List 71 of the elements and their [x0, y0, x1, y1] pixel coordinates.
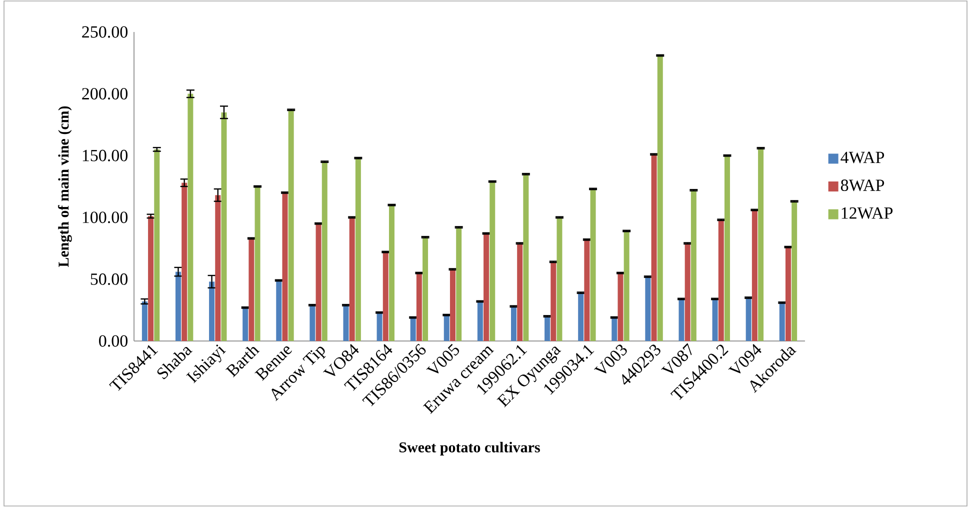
bar: [550, 262, 556, 341]
bar: [645, 276, 651, 341]
bar: [343, 305, 349, 341]
bar: [523, 174, 529, 341]
bar: [556, 217, 562, 341]
bar: [310, 305, 316, 341]
legend-label: 8WAP: [840, 180, 884, 192]
y-tick-label: 200.00: [82, 88, 128, 100]
bar: [242, 308, 248, 341]
bar: [746, 298, 752, 341]
y-tick-label: 0.00: [99, 335, 128, 347]
bar: [724, 156, 730, 341]
bar: [758, 148, 764, 341]
bar: [188, 94, 194, 341]
bar: [221, 112, 227, 341]
bar: [316, 224, 322, 341]
bar: [416, 273, 422, 341]
bar: [182, 182, 188, 341]
bar: [215, 195, 221, 341]
bar: [444, 315, 450, 341]
bar: [590, 188, 596, 341]
bar: [477, 301, 483, 341]
bar: [718, 220, 724, 341]
bar: [517, 243, 523, 341]
bar: [544, 316, 550, 341]
bar: [288, 110, 294, 341]
bar: [282, 192, 288, 341]
bar: [618, 273, 624, 341]
x-axis-title: Sweet potato cultivars: [399, 442, 540, 456]
bar: [142, 301, 148, 341]
bar: [752, 210, 758, 341]
bar: [355, 158, 361, 341]
bar: [779, 302, 785, 341]
bar: [490, 182, 496, 341]
y-axis-title: Length of main vine (cm): [58, 106, 72, 268]
bar: [376, 312, 382, 341]
bar: [154, 149, 160, 341]
bar: [148, 216, 154, 341]
y-tick-label: 50.00: [90, 273, 128, 285]
bar: [456, 227, 462, 341]
bar: [349, 217, 355, 341]
bar: [382, 252, 388, 341]
bar: [584, 240, 590, 341]
bar: [624, 230, 630, 341]
bar: [690, 190, 696, 341]
bar: [712, 298, 718, 341]
bar: [450, 269, 456, 341]
bar: [657, 55, 663, 341]
y-tick-label: 100.00: [82, 212, 128, 224]
bar: [175, 272, 181, 341]
bar: [510, 306, 516, 341]
bar: [322, 162, 328, 341]
bar: [248, 238, 254, 341]
bar: [209, 282, 215, 341]
y-tick-label: 150.00: [82, 150, 128, 162]
bar: [254, 186, 260, 341]
bar: [276, 280, 282, 341]
bar: [612, 318, 618, 341]
bar: [422, 237, 428, 341]
y-tick-label: 250.00: [82, 26, 128, 38]
bar: [410, 318, 416, 341]
bar: [785, 247, 791, 341]
legend-label: 12WAP: [842, 207, 893, 219]
bar: [651, 154, 657, 341]
bar: [792, 201, 798, 341]
bar: [484, 233, 490, 341]
bar: [678, 298, 684, 341]
bar: [578, 292, 584, 341]
legend-label: 4WAP: [840, 152, 884, 164]
bar: [684, 243, 690, 341]
bar: [388, 205, 394, 341]
